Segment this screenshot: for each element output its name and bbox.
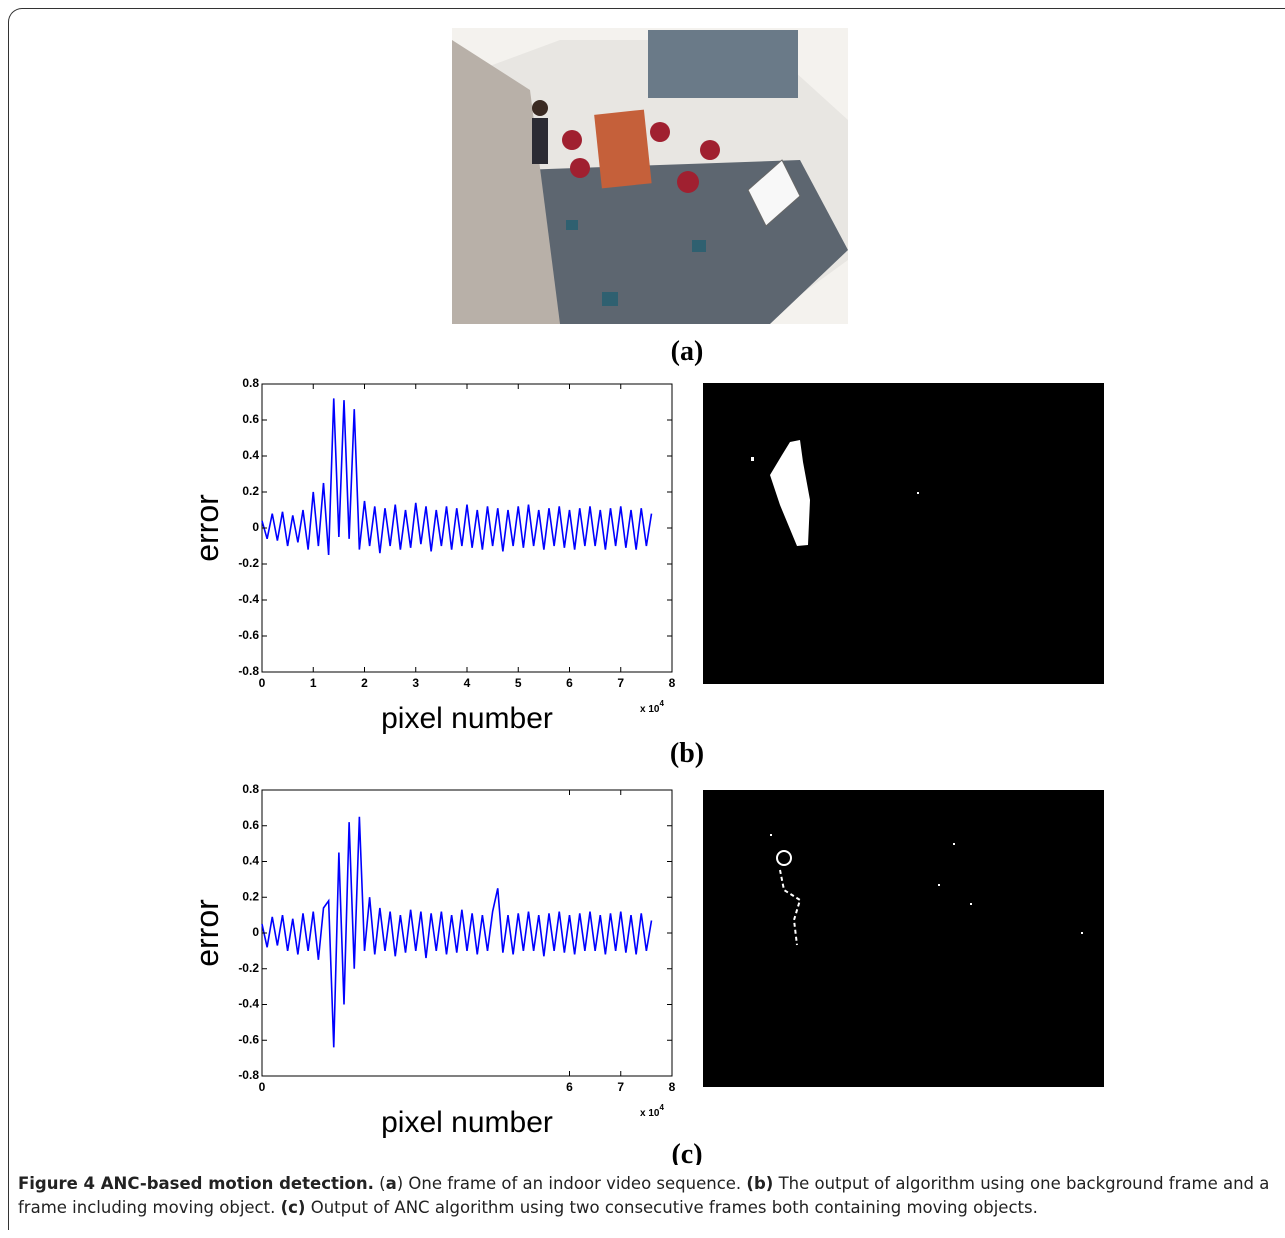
figure-caption: Figure 4 ANC-based motion detection. (a)…: [18, 1172, 1276, 1220]
y-tick-label: -0.6: [238, 1032, 259, 1046]
caption-text: Output of ANC algorithm using two consec…: [305, 1198, 1038, 1217]
x-multiplier: x 104: [640, 1103, 664, 1119]
x-axis-label: pixel number: [381, 702, 553, 735]
y-tick-label: 0: [252, 925, 259, 939]
y-tick-label: -0.6: [238, 628, 259, 642]
y-tick-label: 0.2: [242, 889, 259, 903]
y-tick-label: 0.8: [242, 782, 259, 796]
x-multiplier: x 104: [640, 699, 664, 715]
y-tick-label: 0.2: [242, 484, 259, 498]
y-axis-label: error: [189, 494, 225, 562]
x-tick-label: 6: [566, 1080, 573, 1094]
y-tick-label: -0.2: [238, 556, 259, 570]
y-tick-label: -0.2: [238, 961, 259, 975]
multiplier-base: x 10: [640, 1108, 660, 1119]
y-tick-label: -0.4: [238, 997, 259, 1011]
caption-text: ) One frame of an indoor video sequence.: [396, 1174, 747, 1193]
error-chart: -0.8 -0.6 -0.4 -0.2 0 0.2 0.4 0.6 0.8 0 1 2 3 4 5 6 7 8 er…: [189, 376, 676, 735]
x-tick-label: 6: [566, 676, 573, 690]
motion-mask: [703, 383, 1104, 684]
panel-label: (c): [671, 1139, 702, 1165]
y-axis-label: error: [189, 899, 225, 967]
x-tick-label: 5: [515, 676, 522, 690]
y-tick-label: 0.6: [242, 412, 259, 426]
x-tick-label: 4: [464, 676, 471, 690]
x-tick-label: 7: [617, 1080, 624, 1094]
y-tick-label: 0.6: [242, 818, 259, 832]
y-tick-label: -0.4: [238, 592, 259, 606]
figure: (a) (b) (c) -0.8 -0.6 -0.4 -0.2 0 0.2 0.4 0.6 0.…: [189, 28, 1104, 1165]
x-tick-label: 8: [669, 1080, 676, 1094]
y-tick-label: 0: [252, 520, 259, 534]
error-line: [261, 816, 653, 1048]
multiplier-exponent: 4: [659, 1103, 664, 1112]
error-chart: -0.8 -0.6 -0.4 -0.2 0 0.2 0.4 0.6 0.8 0 6 7 8 error pi…: [189, 782, 676, 1139]
y-tick-label: 0.8: [242, 376, 259, 390]
motion-mask: [703, 790, 1104, 1087]
y-tick-label: -0.8: [238, 1068, 259, 1082]
caption-text: The output of algorithm using one backgr…: [18, 1174, 1270, 1217]
plot-area: [261, 789, 673, 1077]
caption-text: Figure 4 ANC-based motion detection.: [18, 1174, 374, 1193]
caption-text: (c): [280, 1198, 306, 1217]
caption-text: (b): [746, 1174, 774, 1193]
multiplier-base: x 10: [640, 704, 660, 715]
multiplier-exponent: 4: [659, 699, 664, 708]
y-tick-label: 0.4: [242, 448, 259, 462]
room-photo: [452, 28, 848, 324]
x-axis-label: pixel number: [381, 1106, 553, 1139]
x-tick-label: 2: [361, 676, 368, 690]
x-tick-label: 0: [259, 1080, 266, 1094]
plot-area: [261, 383, 673, 673]
x-tick-label: 1: [310, 676, 317, 690]
x-tick-label: 8: [669, 676, 676, 690]
panel-label: (a): [671, 336, 704, 367]
panel-label: (b): [670, 738, 704, 769]
y-tick-label: 0.4: [242, 854, 259, 868]
y-tick-label: -0.8: [238, 664, 259, 678]
figure-frame: [8, 8, 1285, 1230]
error-line: [261, 398, 653, 556]
x-tick-label: 7: [617, 676, 624, 690]
caption-text: (: [373, 1174, 386, 1193]
x-tick-label: 0: [259, 676, 266, 690]
caption-text: a: [385, 1174, 397, 1193]
x-tick-label: 3: [412, 676, 419, 690]
